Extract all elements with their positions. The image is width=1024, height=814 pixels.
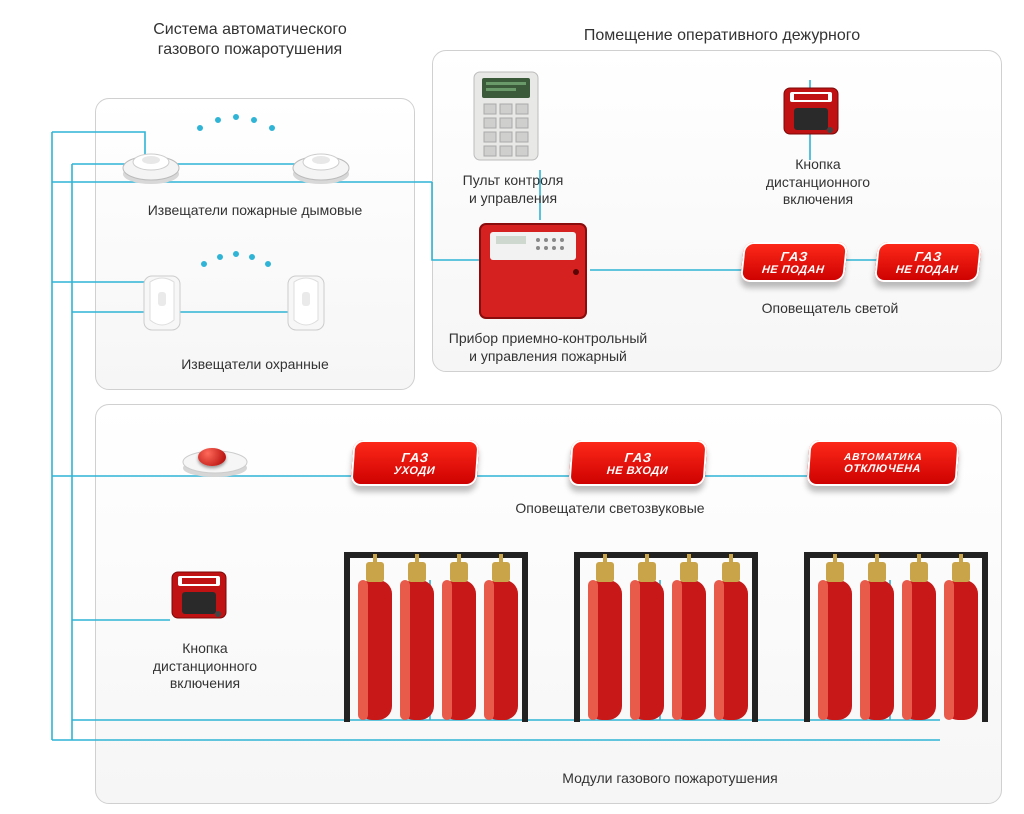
sign-auto-off: АВТОМАТИКА ОТКЛЮЧЕНА [806, 440, 959, 486]
table-button-red-icon [198, 448, 226, 466]
sign-gas-no-enter: ГАЗ НЕ ВХОДИ [568, 440, 707, 486]
smoke-detector-label: Извещатели пожарные дымовые [110, 202, 400, 220]
remote-button-duty-label: Кнопкадистанционноговключения [748, 156, 888, 209]
sign-line2: УХОДИ [351, 465, 478, 477]
sign-line1: ГАЗ [742, 249, 848, 264]
modules-label: Модули газового пожаротушения [510, 770, 830, 788]
sign-line1: АВТОМАТИКА [808, 452, 959, 463]
sign-gas-not-supplied: ГАЗ НЕ ПОДАН [740, 242, 848, 282]
sound-light-label: Оповещатели светозвуковые [470, 500, 750, 518]
pir-detector-icon [282, 272, 330, 334]
sign-line2: НЕ ПОДАН [741, 264, 846, 276]
sign-line1: ГАЗ [352, 450, 479, 465]
light-annunciator-label: Оповещатель светой [730, 300, 930, 318]
sign-line1: ГАЗ [570, 450, 707, 465]
security-detector-label: Извещатели охранные [140, 356, 370, 374]
keypad-label: Пульт контроляи управления [448, 172, 578, 207]
smoke-detector-icon [290, 140, 352, 186]
cylinder-set-icon [566, 540, 766, 730]
sign-line1: ГАЗ [876, 249, 982, 264]
pir-detector-icon [138, 272, 186, 334]
remote-button-icon [168, 566, 230, 624]
cylinder-set-icon [336, 540, 536, 730]
smoke-detector-icon [120, 140, 182, 186]
system-title: Система автоматическогогазового пожароту… [100, 20, 400, 60]
control-panel-label: Прибор приемно-контрольныйи управления п… [438, 330, 658, 365]
remote-button-icon [780, 82, 842, 140]
sign-line2: НЕ ПОДАН [875, 264, 980, 276]
sign-line2: НЕ ВХОДИ [569, 465, 706, 477]
remote-button-bottom-label: Кнопкадистанционноговключения [130, 640, 280, 693]
sign-gas-not-supplied: ГАЗ НЕ ПОДАН [874, 242, 982, 282]
duty-room-title: Помещение оперативного дежурного [552, 26, 892, 46]
keypad-icon [472, 70, 540, 162]
sign-gas-leave: ГАЗ УХОДИ [350, 440, 479, 486]
sign-line2: ОТКЛЮЧЕНА [807, 463, 958, 475]
control-panel-icon [478, 222, 588, 320]
cylinder-set-icon [796, 540, 996, 730]
